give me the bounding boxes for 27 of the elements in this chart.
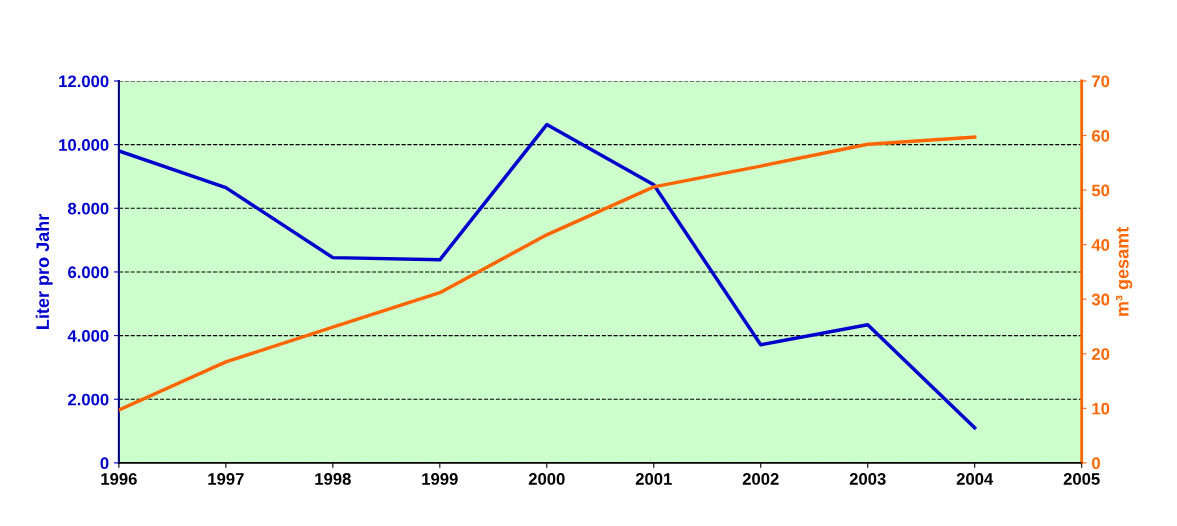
x-tick-label: 2003: [849, 473, 886, 485]
x-tick-label: 2001: [635, 473, 672, 485]
y2-tick-label: 30: [1091, 293, 1110, 306]
y-tick-label: 12.000: [59, 75, 109, 88]
y2-tick-label: 70: [1092, 75, 1110, 88]
y2-axis-title: m³ gesamt: [1115, 227, 1133, 316]
x-tick-label: 2002: [742, 473, 779, 485]
y-tick-label: 2.000: [68, 393, 109, 406]
x-tick-label: 2004: [956, 473, 994, 485]
x-tick-label: 1997: [208, 473, 244, 485]
y-axis-title: Liter pro Jahr: [35, 214, 53, 329]
y2-tick-label: 0: [1092, 457, 1100, 470]
y-tick-label: 10.000: [59, 139, 109, 151]
y2-tick-label: 50: [1091, 184, 1110, 197]
y-tick-label: 0: [100, 457, 109, 470]
x-tick-label: 2005: [1063, 473, 1100, 485]
y-tick-label: 8.000: [67, 202, 109, 215]
y2-tick-label: 10: [1092, 402, 1110, 415]
y-tick-label: 4.000: [67, 329, 109, 342]
y2-tick-label: 20: [1091, 348, 1110, 360]
y-tick-label: 6.000: [68, 266, 109, 279]
x-tick-label: 1996: [101, 473, 137, 485]
x-tick-label: 1999: [422, 473, 458, 485]
y2-tick-label: 40: [1091, 239, 1110, 251]
x-tick-label: 1998: [315, 473, 351, 485]
x-tick-label: 2000: [528, 473, 565, 485]
y2-tick-label: 60: [1091, 129, 1110, 142]
